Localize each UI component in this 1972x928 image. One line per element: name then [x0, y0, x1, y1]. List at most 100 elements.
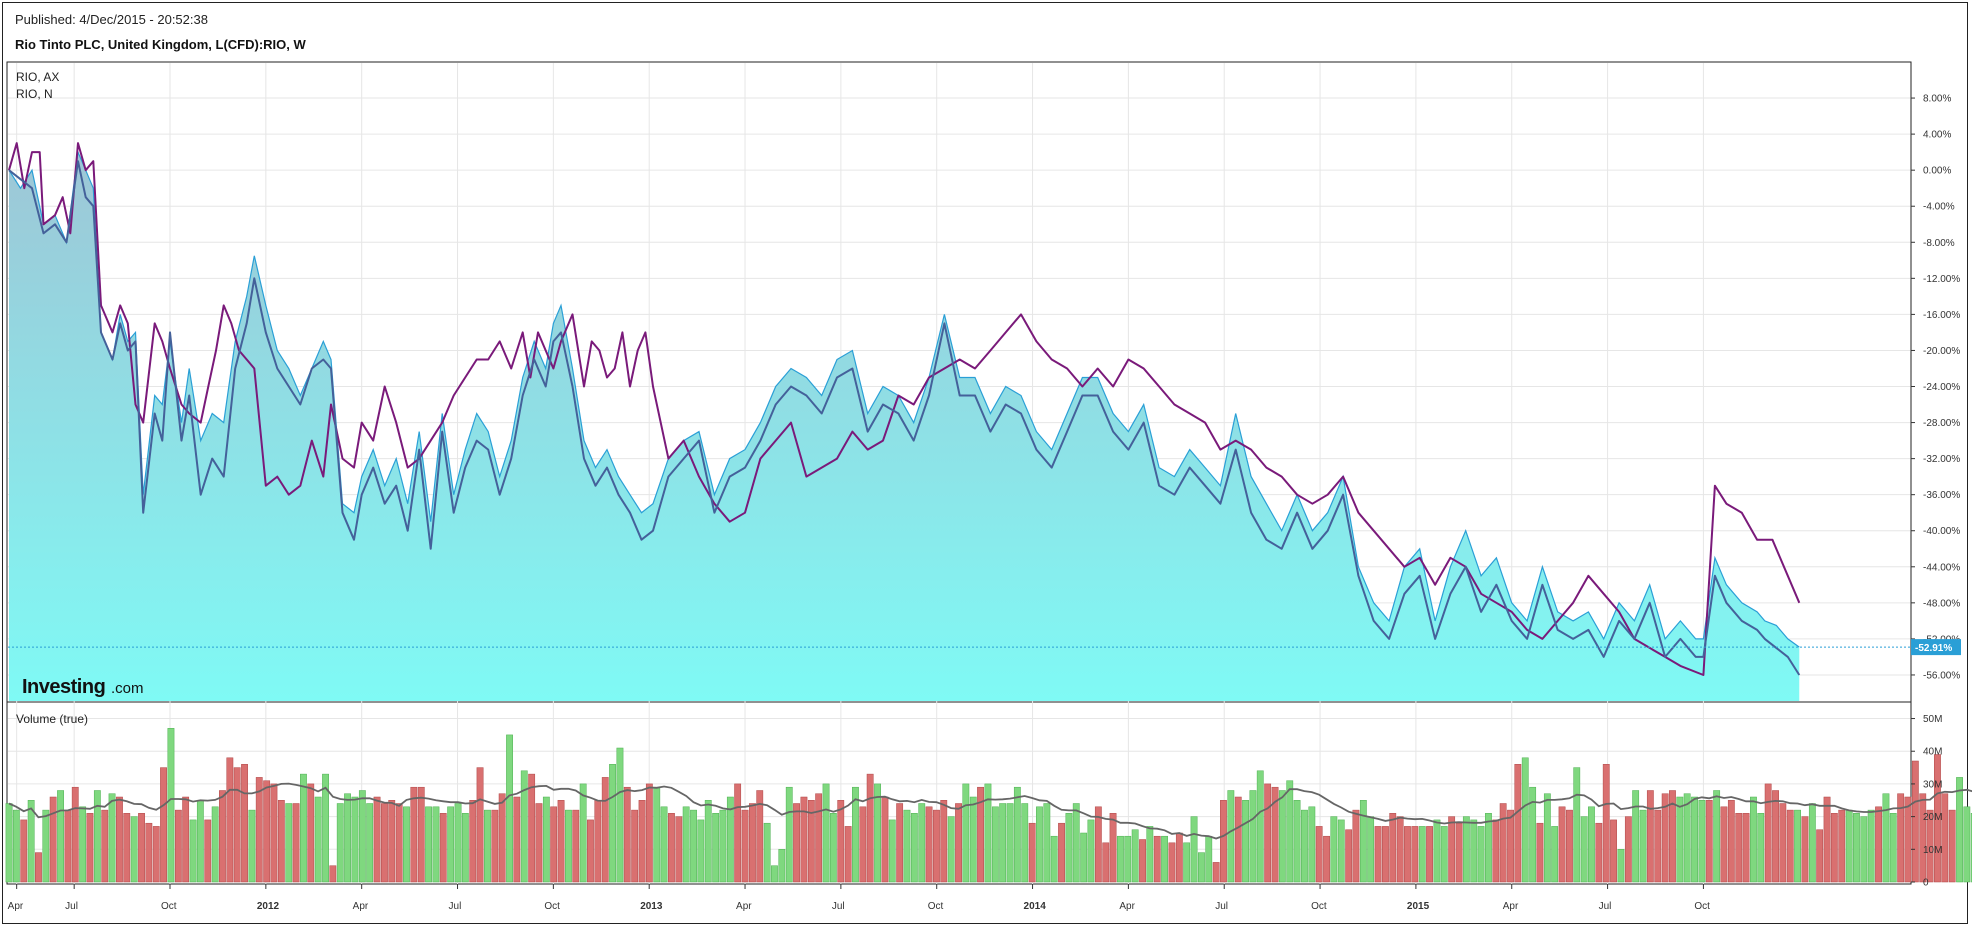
volume-bar [219, 790, 226, 883]
volume-bar [874, 783, 881, 883]
volume-bar [1293, 800, 1301, 883]
volume-bar [1330, 816, 1338, 883]
volume-bar [1065, 813, 1073, 883]
volume-bar [859, 806, 867, 883]
volume-bar [1956, 777, 1963, 883]
volume-bar [196, 800, 204, 883]
volume-bar [962, 783, 970, 883]
volume-bar [491, 809, 499, 883]
volume-bar [1882, 793, 1890, 883]
volume-bar [1013, 786, 1021, 883]
volume-bar [1374, 826, 1382, 883]
volume-bar [1433, 819, 1441, 883]
volume-bar [837, 800, 845, 883]
volume-bar [277, 800, 285, 883]
volume-bar [999, 803, 1007, 883]
volume-bar [1462, 816, 1470, 883]
volume-bar [829, 813, 837, 883]
volume-bar [1521, 757, 1529, 883]
volume-bar [660, 806, 668, 883]
volume-y-tick-label: 0 [1923, 878, 1929, 889]
volume-bar [1573, 767, 1581, 883]
volume-bar [292, 803, 300, 883]
volume-bar [1551, 826, 1559, 883]
volume-bar [1499, 803, 1507, 883]
volume-bar [1904, 796, 1912, 883]
x-tick-label: Jul [1599, 901, 1612, 912]
volume-bar [933, 809, 940, 883]
volume-bar [1838, 809, 1846, 883]
volume-bar [1131, 829, 1139, 883]
volume-bar [1772, 790, 1779, 883]
volume-bar [1198, 852, 1205, 883]
x-tick-label: 2012 [257, 901, 280, 912]
volume-bar [1087, 819, 1095, 883]
volume-bar [1389, 813, 1397, 883]
volume-bar [1323, 835, 1330, 883]
volume-bar [726, 796, 734, 883]
volume-bar [712, 813, 720, 883]
volume-bar [1543, 793, 1551, 883]
volume-bar [969, 796, 977, 883]
volume-bar [1683, 793, 1691, 883]
volume-bar [35, 852, 42, 883]
volume-bar [432, 806, 440, 883]
volume-bar [1411, 826, 1419, 883]
volume-bar [1764, 783, 1772, 883]
volume-bar [940, 800, 948, 883]
y-tick-label: -56.00% [1923, 670, 1960, 681]
volume-bar [410, 786, 418, 883]
x-axis: Apr Jul Oct 2012 Apr Jul Oct 2013 Apr Jul Oct 2014 A… [8, 884, 1710, 912]
volume-bar [1595, 822, 1603, 883]
volume-bar [1676, 796, 1684, 883]
y-tick-label: 4.00% [1923, 130, 1951, 141]
volume-bar [145, 822, 153, 883]
volume-bar [388, 800, 396, 883]
volume-bar [1948, 809, 1956, 883]
volume-bar [1934, 754, 1941, 883]
area-line [8, 149, 1800, 648]
y-tick-label: -44.00% [1923, 562, 1960, 573]
volume-bar [1830, 813, 1838, 883]
volume-bar [1867, 809, 1875, 883]
volume-bar [1440, 826, 1448, 883]
volume-bar [300, 773, 307, 883]
volume-bar [1271, 786, 1279, 883]
volume-bar [778, 849, 786, 883]
volume-bar [1396, 816, 1404, 883]
volume-bar [1058, 822, 1065, 883]
volume-bar [1485, 813, 1492, 883]
volume-bar [852, 786, 859, 883]
volume-bar [1212, 862, 1220, 883]
volume-bar [565, 809, 572, 883]
x-tick-label: 2013 [640, 901, 663, 912]
volume-bar [1102, 842, 1110, 883]
x-tick-label: Apr [1503, 901, 1519, 912]
volume-bar [601, 777, 609, 883]
volume-bar [1072, 803, 1080, 883]
volume-bar [1845, 809, 1853, 883]
x-tick-label: Apr [1119, 901, 1135, 912]
volume-bar [1094, 806, 1102, 883]
volume-bar [1823, 796, 1831, 883]
rio-n-line [8, 160, 1801, 676]
x-tick-label: Jul [449, 901, 462, 912]
volume-bar [1558, 806, 1566, 883]
volume-bar [1735, 813, 1743, 883]
volume-bar [1278, 790, 1286, 883]
volume-bar [1911, 760, 1919, 883]
volume-bar [697, 819, 705, 883]
volume-bar [57, 790, 64, 883]
volume-bar [1654, 809, 1662, 883]
volume-bar [270, 783, 278, 883]
volume-bar [955, 803, 962, 883]
x-tick-label: 2014 [1024, 901, 1047, 912]
volume-bar [771, 865, 778, 883]
volume-bar [138, 813, 145, 883]
volume-bar [1021, 803, 1029, 883]
volume-bar [668, 813, 675, 883]
volume-bar [1382, 826, 1389, 883]
volume-bar [182, 796, 190, 883]
volume-bar [609, 764, 616, 883]
volume-bar [741, 809, 749, 883]
